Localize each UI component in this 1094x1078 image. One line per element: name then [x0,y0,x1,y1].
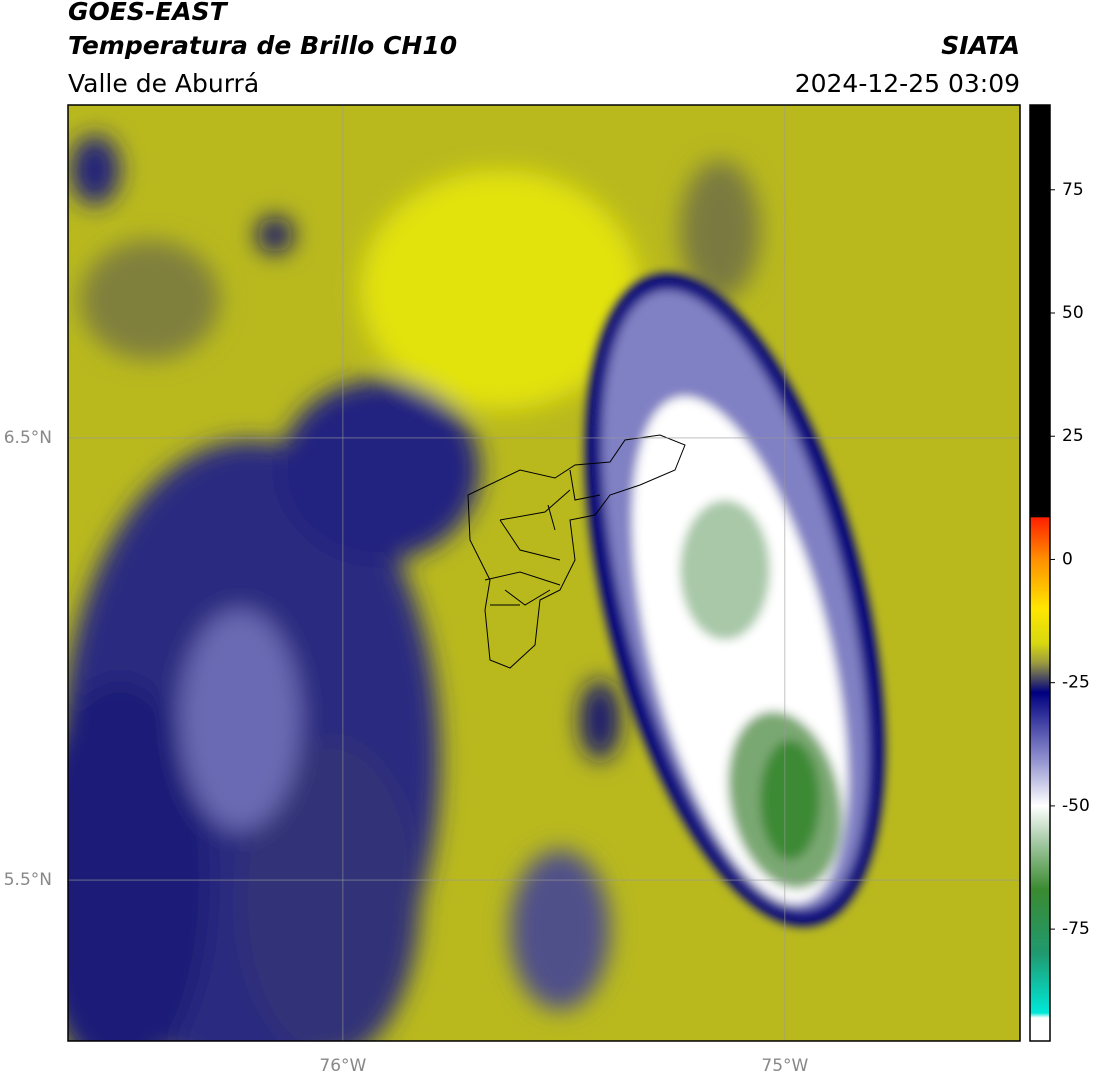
colorbar-tick-label: 25 [1062,426,1084,446]
y-tick-label: 5.5°N [4,870,52,890]
source: SIATA [941,31,1020,60]
y-tick-label: 6.5°N [4,428,52,448]
colorbar-tick-label: -50 [1062,796,1090,816]
x-tick-label: 76°W [319,1056,366,1076]
colorbar-tick-label: 50 [1062,303,1084,323]
map-frame [67,104,1021,1042]
region: Valle de Aburrá [68,69,259,98]
subtitle: Temperatura de Brillo CH10 [68,31,457,60]
graticule [68,105,1020,1041]
colorbar-tick-label: -75 [1062,919,1090,939]
satellite-image [68,105,1020,1041]
colorbar-tick-label: -25 [1062,673,1090,693]
datetime: 2024-12-25 03:09 [795,69,1020,98]
colorbar [1029,104,1051,1042]
municipal-boundaries [467,434,686,669]
colorbar-tick-label: 75 [1062,180,1084,200]
colorbar-tick-label: 0 [1062,549,1073,569]
x-tick-label: 75°W [761,1056,808,1076]
title: GOES-EAST [68,0,229,26]
